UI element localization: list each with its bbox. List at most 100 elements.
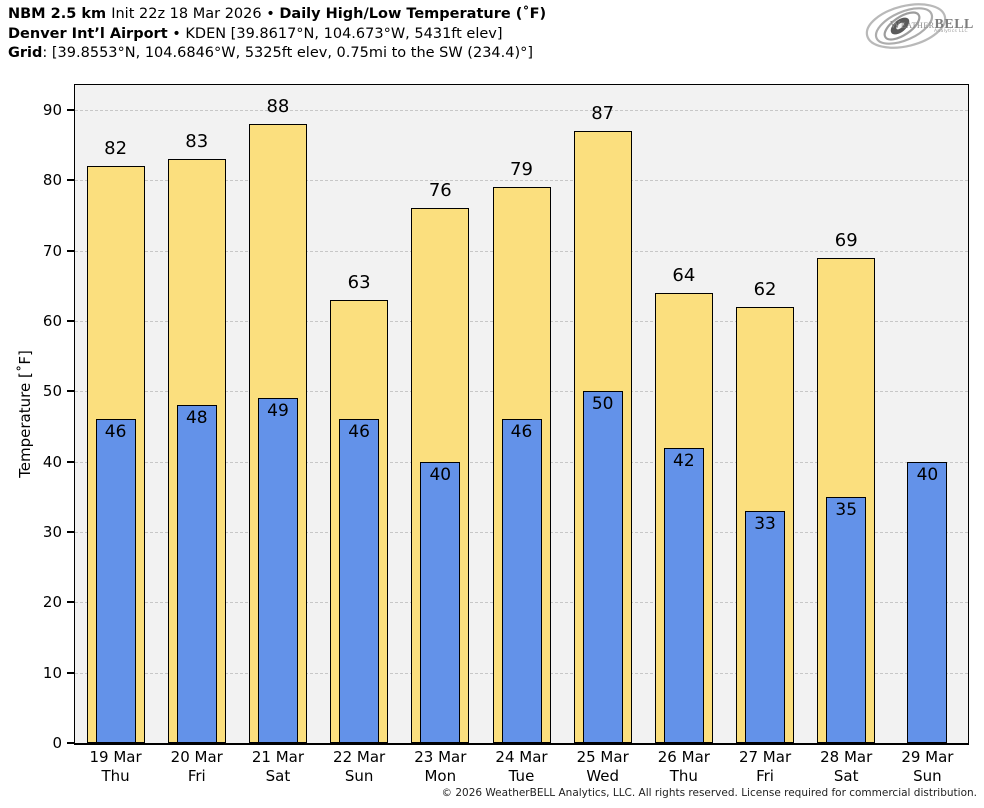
y-tick-label: 80: [42, 171, 62, 190]
y-tick-label: 90: [42, 100, 62, 119]
logo-wordmark: WeatherBELL: [890, 15, 974, 33]
high-value-label: 76: [428, 180, 452, 202]
low-value-label: 46: [510, 422, 533, 443]
y-tick-mark: [67, 460, 75, 463]
copyright-notice: © 2026 WeatherBELL Analytics, LLC. All r…: [441, 787, 977, 799]
low-value-label: 33: [754, 513, 776, 534]
low-bar: [257, 398, 298, 743]
x-tick-label: 25 Mar Wed: [562, 748, 643, 786]
x-tick-date: 27 Mar: [738, 748, 792, 766]
x-tick-label: 24 Mar Tue: [481, 748, 562, 786]
low-bar: [907, 461, 948, 743]
high-value-label: 87: [591, 103, 615, 125]
x-tick-date: 19 Mar: [89, 748, 142, 766]
high-value-label: 88: [266, 96, 290, 118]
logo-subtext: Analytics LLC: [934, 29, 968, 34]
header-text-segment: NBM 2.5 km: [8, 6, 112, 22]
low-value-label: 46: [104, 422, 127, 443]
logo-word-weather: Weather: [890, 19, 935, 31]
x-tick-day: Sat: [833, 767, 859, 785]
low-value-label: 49: [267, 401, 289, 422]
y-tick-mark: [67, 671, 75, 674]
y-tick-mark: [67, 319, 75, 322]
plot-area: 82 46 83 48 88 49 63 46 76 40 79 46 87 50 64 42 62 33 69 35…: [75, 85, 968, 743]
x-tick-day: Mon: [424, 767, 457, 785]
header-text-segment: : [39.8553°N, 104.6846°W, 5325ft elev, 0…: [42, 45, 534, 61]
high-value-label: 62: [753, 278, 777, 300]
low-bar: [663, 447, 704, 743]
chart-header: NBM 2.5 km Init 22z 18 Mar 2026 • Daily …: [8, 5, 546, 64]
x-tick-date: 26 Mar: [657, 748, 710, 766]
logo-word-bell: BELL: [934, 17, 974, 32]
y-tick-mark: [67, 108, 75, 111]
hurricane-swirl-icon: [865, 3, 947, 49]
x-tick-date: 23 Mar: [414, 748, 467, 766]
low-value-label: 35: [835, 499, 858, 520]
high-value-label: 63: [347, 271, 371, 293]
x-tick-label: 27 Mar Fri: [724, 748, 805, 786]
x-tick-date: 28 Mar: [820, 748, 873, 766]
y-tick-mark: [67, 742, 75, 744]
x-tick-day: Tue: [508, 767, 535, 785]
y-tick-label: 40: [42, 452, 62, 471]
x-axis: 19 Mar Thu 20 Mar Fri 21 Mar Sat 22 Mar Sun 23 M…: [75, 748, 968, 790]
low-bar: [826, 496, 867, 743]
x-tick-day: Wed: [586, 767, 620, 785]
x-tick-label: 23 Mar Mon: [400, 748, 481, 786]
x-tick-date: 29 Mar: [901, 748, 954, 766]
low-value-label: 40: [429, 464, 452, 485]
header-line-3: Grid: [39.8553°N, 104.6846°W, 5325ft ele…: [8, 44, 546, 64]
low-bar: [176, 405, 217, 743]
y-tick-mark: [67, 530, 75, 533]
x-tick-label: 21 Mar Sat: [237, 748, 318, 786]
high-value-label: 83: [185, 131, 209, 153]
x-tick-day: Thu: [669, 767, 698, 785]
header-text-segment: • KDEN [39.8617°N, 104.673°W, 5431ft ele…: [167, 25, 503, 42]
low-value-label: 40: [916, 464, 939, 485]
x-tick-date: 22 Mar: [333, 748, 386, 766]
low-value-label: 48: [185, 408, 208, 429]
gridline: [75, 109, 968, 111]
x-tick-label: 28 Mar Sat: [806, 748, 887, 786]
x-tick-date: 21 Mar: [251, 748, 305, 766]
low-bar: [501, 419, 542, 743]
y-tick-label: 20: [42, 593, 62, 612]
y-tick-label: 50: [42, 382, 62, 401]
x-tick-day: Fri: [756, 767, 774, 785]
high-value-label: 82: [104, 138, 128, 160]
x-tick-day: Fri: [187, 767, 206, 785]
high-value-label: 79: [510, 159, 533, 181]
low-bar: [582, 391, 623, 743]
high-value-label: 69: [834, 229, 858, 251]
header-line-2: Denver Int’l Airport • KDEN [39.8617°N, …: [8, 25, 546, 45]
y-tick-mark: [67, 390, 75, 393]
y-tick-label: 30: [42, 522, 62, 541]
low-bar: [95, 419, 136, 743]
x-tick-day: Sun: [344, 767, 374, 785]
x-tick-label: 20 Mar Fri: [156, 748, 237, 786]
low-value-label: 50: [591, 394, 614, 415]
x-tick-date: 25 Mar: [576, 748, 629, 766]
header-line-1: NBM 2.5 km Init 22z 18 Mar 2026 • Daily …: [8, 5, 546, 25]
low-value-label: 42: [673, 450, 695, 471]
gridline: [75, 180, 968, 182]
x-tick-day: Sat: [265, 767, 291, 785]
y-tick-label: 60: [42, 311, 62, 330]
header-text-segment: Denver Int’l Airport: [8, 25, 168, 42]
x-tick-date: 24 Mar: [495, 748, 548, 766]
low-bar: [745, 510, 786, 743]
y-axis-title: Temperature [˚F]: [16, 350, 34, 478]
weatherbell-logo: WeatherBELL Analytics LLC: [862, 2, 974, 50]
x-tick-label: 26 Mar Thu: [643, 748, 724, 786]
x-tick-label: 29 Mar Sun: [887, 748, 968, 786]
y-tick-mark: [67, 249, 75, 252]
y-tick-mark: [67, 179, 75, 182]
header-text-segment: Daily High/Low Temperature (˚F): [279, 6, 547, 22]
low-bar: [339, 419, 380, 743]
x-tick-day: Sun: [913, 767, 942, 785]
header-text-segment: Grid: [8, 45, 43, 61]
high-value-label: 64: [672, 264, 696, 286]
header-text-segment: Init 22z 18 Mar 2026 •: [111, 6, 280, 22]
low-bar: [420, 461, 461, 743]
